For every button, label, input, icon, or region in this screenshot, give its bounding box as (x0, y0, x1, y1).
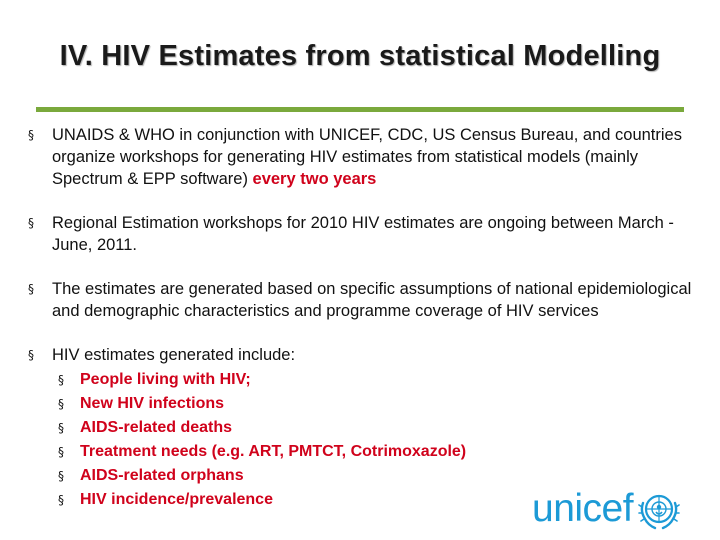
bullet-marker: § (28, 216, 34, 230)
bullet-marker: § (58, 421, 64, 435)
bullet-item: § HIV estimates generated include: § Peop… (28, 344, 692, 512)
bullet-text: Regional Estimation workshops for 2010 H… (52, 214, 674, 254)
bullet-highlight: every two years (252, 170, 377, 188)
sub-bullet-text: HIV incidence/prevalence (80, 491, 273, 508)
unicef-emblem-icon (638, 494, 680, 530)
sub-bullet-text: AIDS-related deaths (80, 419, 233, 436)
sub-bullet-item: § People living with HIV; (58, 368, 692, 392)
bullet-item: § UNAIDS & WHO in conjunction with UNICE… (28, 124, 692, 190)
sub-bullet-text: People living with HIV; (80, 371, 251, 388)
bullet-marker: § (28, 128, 34, 142)
unicef-logo: unicef (532, 486, 681, 532)
bullet-item: § Regional Estimation workshops for 2010… (28, 212, 692, 256)
sub-bullet-item: § AIDS-related deaths (58, 416, 692, 440)
bullet-marker: § (58, 469, 64, 483)
logo-wordmark: unicef (532, 487, 634, 530)
bullet-marker: § (28, 348, 34, 362)
title-divider (36, 107, 684, 112)
bullet-list: § UNAIDS & WHO in conjunction with UNICE… (28, 124, 692, 534)
bullet-marker: § (58, 397, 64, 411)
sub-bullet-item: § New HIV infections (58, 392, 692, 416)
sub-bullet-text: AIDS-related orphans (80, 467, 244, 484)
slide-title: IV. HIV Estimates from statistical Model… (59, 40, 661, 72)
sub-bullet-text: New HIV infections (80, 395, 225, 412)
sub-bullet-list: § People living with HIV; § New HIV infect… (52, 368, 692, 512)
bullet-item: § The estimates are generated based on s… (28, 278, 692, 322)
bullet-text: HIV estimates generated include: (52, 346, 296, 364)
bullet-text: The estimates are generated based on spe… (52, 280, 692, 320)
bullet-marker: § (28, 282, 34, 296)
sub-bullet-item: § Treatment needs (e.g. ART, PMTCT, Cotri… (58, 440, 692, 464)
bullet-marker: § (58, 373, 64, 387)
sub-bullet-text: Treatment needs (e.g. ART, PMTCT, Cotrim… (80, 443, 467, 460)
sub-bullet-item: § HIV incidence/prevalence (58, 488, 692, 512)
bullet-marker: § (58, 493, 64, 507)
sub-bullet-item: § AIDS-related orphans (58, 464, 692, 488)
bullet-marker: § (58, 445, 64, 459)
bullet-text: UNAIDS & WHO in conjunction with UNICEF,… (52, 126, 682, 188)
